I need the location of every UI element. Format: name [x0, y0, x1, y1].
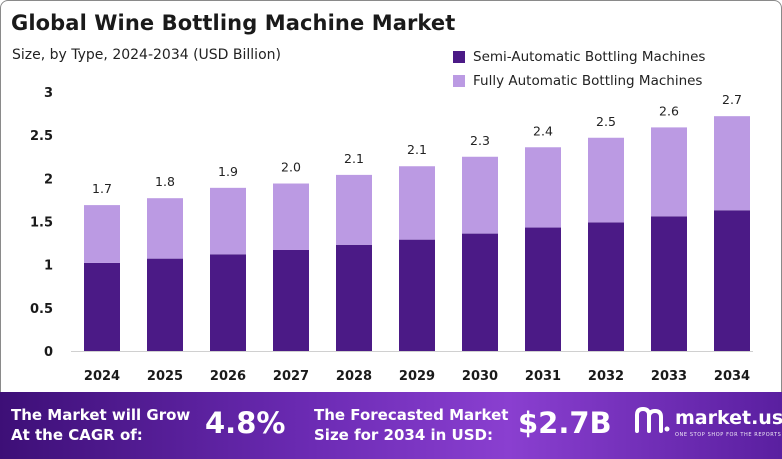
legend-label-semi: Semi-Automatic Bottling Machines — [473, 49, 706, 65]
bar-segment-semi — [462, 233, 498, 351]
bar-segment-semi — [525, 227, 561, 351]
bar-total-label: 2.6 — [659, 103, 679, 118]
forecast-label: The Forecasted Market Size for 2034 in U… — [314, 406, 509, 444]
market-us-logo-icon — [635, 406, 670, 433]
bar-segment-fully — [84, 205, 120, 263]
x-tick-label: 2030 — [462, 369, 498, 384]
legend-swatch-semi — [453, 51, 465, 63]
legend-label-fully: Fully Automatic Bottling Machines — [473, 73, 703, 89]
x-tick-label: 2031 — [525, 369, 561, 384]
bar-segment-fully — [336, 174, 372, 245]
bar-total-label: 2.1 — [344, 151, 364, 166]
legend: Semi-Automatic Bottling Machines Fully A… — [453, 45, 705, 93]
bar-total-label: 2.4 — [533, 123, 553, 138]
y-tick-label: 1.5 — [30, 216, 53, 231]
bar-segment-semi — [651, 216, 687, 351]
bar-segment-fully — [525, 147, 561, 228]
bar-segment-semi — [210, 254, 246, 351]
bar-total-label: 1.8 — [155, 174, 175, 189]
bar-segment-semi — [336, 244, 372, 351]
y-tick-label: 0 — [44, 345, 53, 360]
bar-segment-semi — [273, 249, 309, 351]
bar-segment-fully — [462, 156, 498, 234]
cagr-value: 4.8% — [205, 406, 286, 440]
bar-segment-fully — [399, 166, 435, 240]
bar-segment-semi — [714, 210, 750, 351]
bar-total-label: 2.5 — [596, 114, 616, 129]
y-tick-label: 1 — [44, 259, 53, 274]
legend-item-semi: Semi-Automatic Bottling Machines — [453, 45, 705, 69]
x-tick-label: 2033 — [651, 369, 687, 384]
legend-item-fully: Fully Automatic Bottling Machines — [453, 69, 705, 93]
bar-segment-fully — [147, 198, 183, 259]
bar-total-label: 2.3 — [470, 133, 490, 148]
bar-total-label: 2.7 — [722, 92, 742, 107]
x-tick-label: 2026 — [210, 369, 246, 384]
brand-tagline: ONE STOP SHOP FOR THE REPORTS — [675, 432, 782, 438]
chart-title: Global Wine Bottling Machine Market — [11, 11, 456, 35]
forecast-value: $2.7B — [518, 406, 612, 440]
bar-segment-semi — [147, 258, 183, 351]
x-tick-label: 2032 — [588, 369, 624, 384]
y-tick-label: 2 — [44, 172, 53, 187]
bar-segment-fully — [210, 187, 246, 255]
chart-subtitle: Size, by Type, 2024-2034 (USD Billion) — [12, 47, 281, 63]
brand-name: market.us — [675, 407, 782, 429]
bar-total-label: 1.9 — [218, 164, 238, 179]
bar-segment-semi — [399, 239, 435, 351]
footer-banner: The Market will Grow At the CAGR of: 4.8… — [0, 392, 782, 459]
bar-segment-fully — [651, 127, 687, 217]
legend-swatch-fully — [453, 75, 465, 87]
y-tick-label: 0.5 — [30, 302, 53, 317]
bar-total-label: 1.7 — [92, 181, 112, 196]
bar-segment-fully — [273, 183, 309, 250]
bar-total-label: 2.1 — [407, 142, 427, 157]
bar-segment-semi — [588, 222, 624, 351]
stacked-bar-chart: 0 0.5 1 1.5 2 2.5 3 1.7 2024 1.8 2025 1.9 2026 2.0 202… — [30, 86, 753, 384]
x-tick-label: 2029 — [399, 369, 435, 384]
bar-segment-semi — [84, 262, 120, 351]
x-tick-label: 2025 — [147, 369, 183, 384]
x-tick-label: 2027 — [273, 369, 309, 384]
cagr-label: The Market will Grow At the CAGR of: — [11, 406, 191, 444]
bar-total-label: 2.0 — [281, 160, 301, 175]
brand-logo: market.us ONE STOP SHOP FOR THE REPORTS — [633, 405, 782, 441]
y-tick-label: 3 — [44, 86, 53, 101]
y-tick-label: 2.5 — [30, 129, 53, 144]
bar-segment-fully — [588, 137, 624, 223]
x-tick-label: 2024 — [84, 369, 120, 384]
x-tick-label: 2034 — [714, 369, 750, 384]
bar-segment-fully — [714, 116, 750, 211]
x-tick-label: 2028 — [336, 369, 372, 384]
